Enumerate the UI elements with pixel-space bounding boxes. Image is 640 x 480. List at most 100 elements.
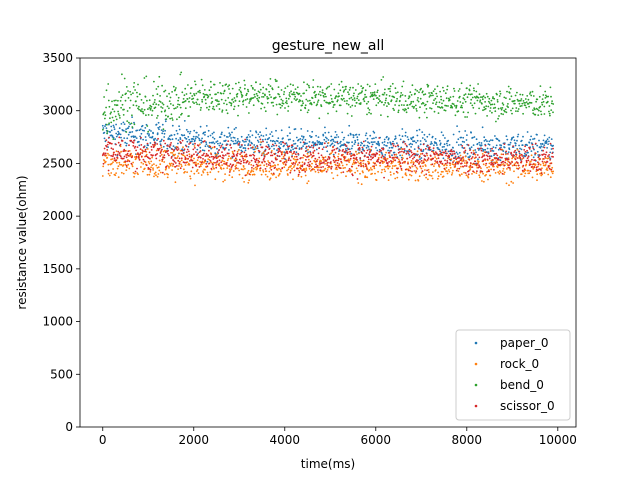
data-point (375, 104, 378, 107)
data-point (420, 159, 423, 162)
data-point (469, 168, 472, 170)
data-point (520, 173, 523, 176)
data-point (123, 77, 126, 80)
data-point (269, 139, 272, 142)
data-point (147, 161, 150, 163)
data-point (484, 164, 487, 167)
data-point (381, 147, 383, 150)
data-point (319, 169, 322, 172)
data-point (425, 140, 427, 143)
data-point (326, 150, 329, 153)
data-point (148, 167, 151, 170)
data-point (513, 139, 516, 142)
data-point (545, 95, 548, 98)
data-point (378, 144, 380, 147)
data-point (260, 154, 263, 157)
data-point (375, 94, 377, 97)
data-point (345, 159, 348, 162)
data-point (439, 150, 441, 153)
data-point (541, 142, 544, 145)
data-point (501, 102, 504, 105)
data-point (264, 138, 267, 141)
data-point (494, 106, 497, 109)
data-point (187, 150, 190, 153)
data-point (423, 133, 426, 136)
data-point (413, 105, 415, 108)
data-point (543, 134, 546, 137)
data-point (442, 86, 444, 89)
data-point (213, 83, 216, 86)
data-point (191, 166, 194, 169)
data-point (310, 144, 313, 147)
data-point (349, 150, 351, 153)
data-point (296, 98, 298, 100)
data-point (170, 113, 173, 116)
data-point (428, 92, 430, 94)
data-point (400, 167, 403, 170)
data-point (394, 104, 396, 106)
data-point (531, 165, 533, 168)
data-point (362, 97, 365, 100)
data-point (170, 155, 173, 158)
data-point (402, 157, 404, 160)
data-point (135, 153, 138, 156)
data-point (186, 171, 189, 174)
data-point (155, 88, 158, 90)
data-point (428, 133, 431, 136)
data-point (549, 142, 552, 145)
data-point (157, 173, 160, 175)
data-point (445, 148, 448, 151)
data-point (293, 164, 296, 167)
data-point (436, 85, 439, 88)
data-point (406, 104, 409, 106)
data-point (384, 99, 387, 102)
data-point (173, 107, 176, 110)
data-point (480, 149, 483, 152)
data-point (207, 145, 209, 147)
data-point (328, 156, 331, 159)
data-point (499, 163, 502, 166)
data-point (192, 148, 195, 151)
data-point (248, 163, 250, 165)
data-point (357, 83, 360, 85)
data-point (349, 157, 352, 160)
data-point (266, 146, 269, 149)
data-point (259, 138, 262, 141)
data-point (315, 163, 317, 166)
data-point (546, 167, 548, 170)
data-point (199, 163, 202, 166)
data-point (496, 154, 499, 157)
data-point (419, 97, 422, 100)
data-point (208, 105, 211, 108)
data-point (407, 138, 410, 141)
data-point (490, 139, 492, 142)
data-point (306, 152, 309, 155)
data-point (474, 160, 477, 163)
data-point (154, 137, 157, 140)
data-point (329, 102, 332, 104)
data-point (187, 130, 189, 133)
data-point (492, 150, 495, 152)
data-point (307, 155, 309, 158)
data-point (140, 110, 142, 112)
data-point (258, 136, 261, 138)
data-point (549, 86, 552, 89)
data-point (527, 155, 530, 158)
data-point (371, 168, 373, 171)
data-point (507, 157, 510, 160)
data-point (397, 144, 399, 147)
data-point (189, 130, 192, 133)
data-point (267, 160, 269, 162)
data-point (425, 173, 428, 176)
data-point (445, 154, 447, 157)
data-point (155, 103, 158, 106)
data-point (382, 76, 385, 78)
data-point (103, 111, 106, 113)
data-point (528, 105, 530, 108)
data-point (470, 98, 473, 101)
data-point (188, 100, 190, 103)
data-point (347, 91, 349, 94)
data-point (159, 95, 162, 97)
data-point (345, 175, 347, 178)
data-point (200, 78, 203, 81)
